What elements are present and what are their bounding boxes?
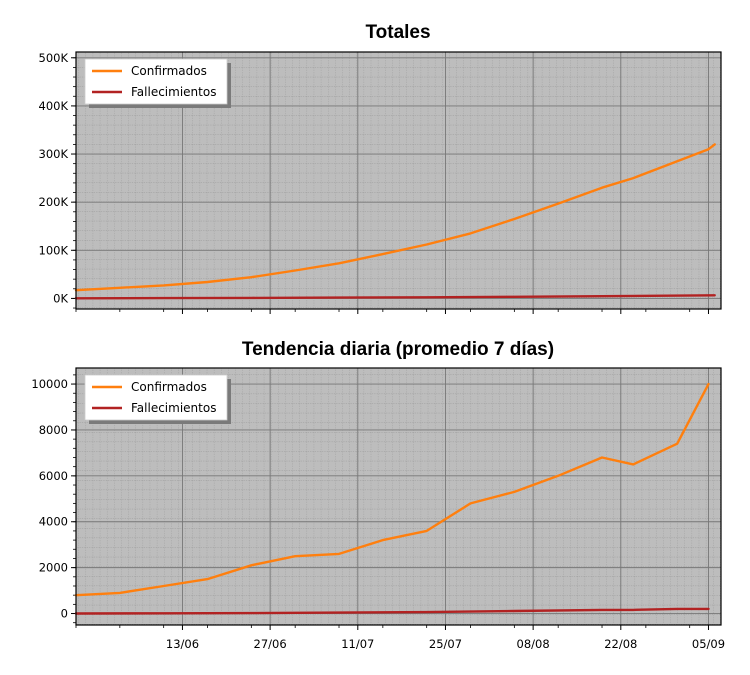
y-tick-label: 300K [39, 147, 69, 161]
x-tick-label: 11/07 [341, 637, 374, 651]
plot-layer: 0K 100K 200K 300K 400K 500K Confirmados Falleci… [39, 51, 722, 314]
y-tick-label: 500K [39, 51, 69, 65]
chart-totales: Totales 0K 100K 200K 300K 400K 500K Confirmado… [39, 22, 722, 314]
y-tick-label: 2000 [39, 561, 68, 575]
x-tick-label: 08/08 [517, 637, 550, 651]
legend: Confirmados Fallecimientos [84, 374, 231, 424]
chart-title: Tendencia diaria (promedio 7 días) [242, 339, 554, 360]
series-line-fallecimientos [74, 607, 710, 615]
y-tick-label: 10000 [31, 377, 68, 391]
chart-title: Totales [365, 22, 430, 43]
plot-frame [75, 367, 722, 626]
series-line-fallecimientos [74, 294, 716, 300]
y-tick-label: 100K [39, 243, 69, 257]
x-tick-label: 05/09 [692, 637, 725, 651]
plot-layer: 13/06 27/06 11/07 25/07 08/08 22/08 05/09 0 2000… [31, 367, 725, 651]
plot-frame [75, 51, 722, 310]
y-tick-label: 400K [39, 99, 69, 113]
legend-box [84, 374, 228, 421]
series-line-confirmados [74, 143, 716, 292]
legend-label: Confirmados [131, 380, 207, 394]
y-tick-label: 8000 [39, 423, 68, 437]
legend-box [84, 58, 228, 105]
y-tick-label: 0K [53, 291, 68, 305]
x-tick-label: 22/08 [604, 637, 637, 651]
y-tick-label: 200K [39, 195, 69, 209]
legend-label: Fallecimientos [131, 85, 216, 99]
x-tick-label: 27/06 [254, 637, 287, 651]
y-tick-label: 4000 [39, 515, 68, 529]
x-tick-label: 25/07 [429, 637, 462, 651]
y-tick-label: 6000 [39, 469, 68, 483]
legend-label: Fallecimientos [131, 401, 216, 415]
y-tick-label: 0 [61, 607, 68, 621]
series-line-confirmados [74, 382, 710, 597]
chart-tendencia-diaria: Tendencia diaria (promedio 7 días) 13/06… [31, 339, 725, 651]
legend: Confirmados Fallecimientos [84, 58, 231, 108]
legend-label: Confirmados [131, 64, 207, 78]
x-tick-label: 13/06 [166, 637, 199, 651]
